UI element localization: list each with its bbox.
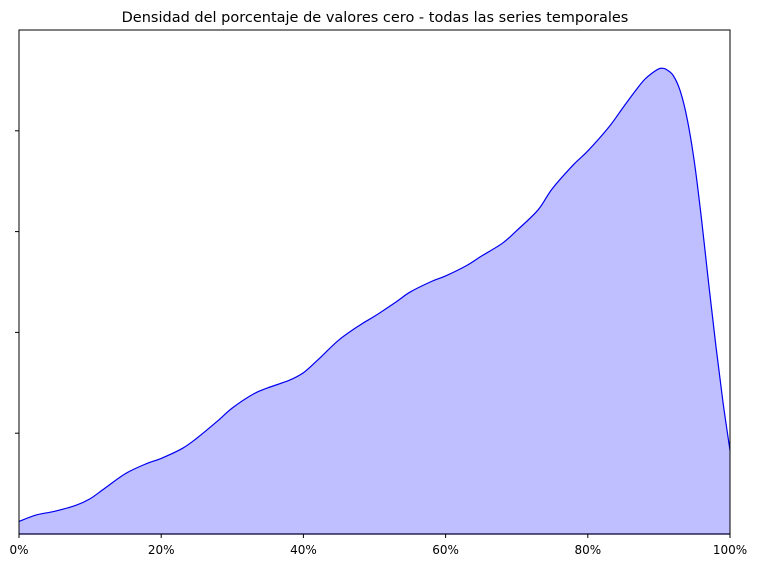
x-tick-label: 100% xyxy=(713,543,747,557)
y-axis xyxy=(15,130,19,434)
chart-title: Densidad del porcentaje de valores cero … xyxy=(122,10,629,26)
x-axis: 0% 20% 40% 60% 80% 100% xyxy=(9,534,747,557)
x-tick-label: 60% xyxy=(432,543,459,557)
x-tick-label: 20% xyxy=(148,543,175,557)
plot-area xyxy=(18,67,731,535)
x-tick-label: 40% xyxy=(290,543,317,557)
density-line xyxy=(18,67,731,522)
plot-frame xyxy=(18,29,731,535)
x-tick-label: 0% xyxy=(9,543,28,557)
x-tick-label: 80% xyxy=(574,543,601,557)
density-area-fill xyxy=(19,68,730,535)
